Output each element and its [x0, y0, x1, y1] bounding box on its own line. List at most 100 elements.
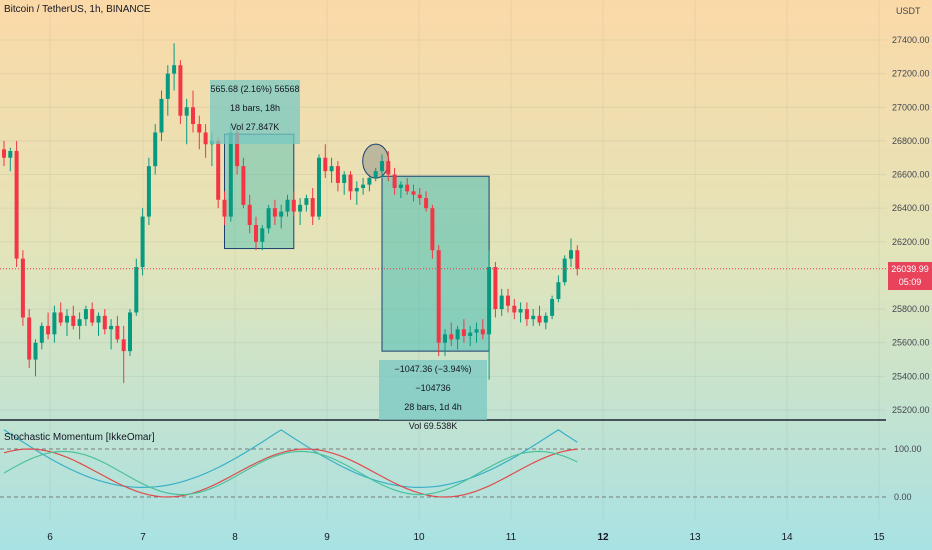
candle-body [329, 166, 334, 172]
time-tick-label: 12 [597, 532, 609, 543]
candle-body [285, 199, 290, 212]
candle-body [58, 312, 63, 323]
candle-body [8, 151, 13, 158]
candle-body [279, 211, 284, 217]
candle-body [228, 132, 233, 217]
candle-body [562, 258, 567, 283]
time-tick-label: 8 [232, 532, 238, 543]
measure-1-line-1: 565.68 (2.16%) 56568 [210, 84, 300, 94]
measure-rectangles [224, 133, 490, 352]
candle-body [424, 198, 429, 209]
candle-body [323, 157, 328, 172]
candle-body [537, 315, 542, 323]
candle-body [461, 329, 466, 336]
candle-body [550, 299, 555, 316]
last-price-countdown: 05:09 [898, 277, 922, 287]
candle-body [235, 132, 240, 167]
candle-body [146, 166, 151, 217]
time-tick-label: 11 [506, 532, 517, 543]
price-tick-label: 26400.00 [892, 203, 930, 213]
candle-body [506, 295, 510, 306]
candle-body [430, 208, 435, 251]
candle-body [291, 199, 296, 212]
candle-body [455, 329, 460, 340]
stoch-momentum-line [3, 450, 578, 496]
indicator-title: Stochastic Momentum [IkkeOmar] [4, 432, 155, 443]
candle-body [247, 204, 252, 225]
candle-body [335, 166, 340, 183]
price-tick-label: 26800.00 [892, 136, 930, 146]
candle-body [392, 174, 397, 188]
last-price-value: 26039.99 [891, 264, 929, 274]
candle-body [39, 325, 44, 343]
candle-body [159, 98, 164, 133]
candle-body [524, 309, 529, 320]
time-tick-label: 14 [781, 532, 793, 543]
candle-body [197, 124, 202, 133]
candle-body [449, 334, 454, 340]
time-tick-label: 10 [413, 532, 425, 543]
candle-body [266, 208, 271, 229]
candle-body [96, 315, 101, 323]
candle-body [83, 309, 88, 320]
price-tick-label: 25600.00 [892, 338, 930, 348]
measure-1-line-2: 18 bars, 18h [229, 103, 281, 113]
candle-body [65, 315, 69, 323]
candle-body [310, 198, 315, 217]
measure-1-line-3: Vol 27.847K [230, 122, 280, 132]
candle-body [134, 267, 139, 313]
candle-body [27, 317, 32, 360]
candle-body [77, 319, 82, 326]
measure-2-line-2: 28 bars, 1d 4h [404, 402, 462, 412]
candle-body [354, 188, 359, 192]
candle-body [191, 107, 195, 125]
candle-body [90, 309, 95, 323]
candle-body [33, 342, 38, 360]
candle-body [386, 161, 391, 175]
candle-body [487, 267, 492, 335]
candle-body [417, 194, 422, 199]
measure-label-1: 565.68 (2.16%) 56568 18 bars, 18h Vol 27… [210, 80, 300, 144]
candles [2, 43, 580, 384]
price-tick-label: 26200.00 [892, 237, 930, 247]
last-price-tag: 26039.99 05:09 [888, 262, 932, 290]
time-tick-label: 15 [873, 532, 885, 543]
candle-body [165, 73, 170, 99]
candle-body [480, 329, 485, 335]
candle-body [71, 315, 76, 326]
measure-2-line-1: −1047.36 (−3.94%) −104736 [394, 364, 472, 393]
price-tick-label: 25400.00 [892, 371, 930, 381]
candle-body [203, 132, 208, 145]
candle-body [531, 315, 536, 320]
measure-rect-1 [224, 133, 295, 250]
candle-body [512, 305, 517, 313]
stoch-signal-line [3, 448, 578, 498]
candle-body [543, 315, 548, 323]
price-tick-label: 27400.00 [892, 35, 930, 45]
candle-body [575, 250, 580, 269]
candle-body [128, 312, 132, 352]
candle-body [216, 140, 221, 200]
candle-body [14, 151, 19, 259]
candle-body [260, 228, 265, 242]
candle-body [436, 250, 441, 343]
time-tick-label: 13 [689, 532, 701, 543]
candle-body [380, 161, 384, 172]
time-tick-label: 7 [140, 532, 146, 543]
time-axis: 6 7 8 9 10 11 12 13 14 15 [47, 532, 885, 543]
measure-label-2: −1047.36 (−3.94%) −104736 28 bars, 1d 4h… [379, 360, 487, 431]
price-axis: 27400.00 27200.00 27000.00 26800.00 26600.00… [892, 35, 930, 415]
candle-body [405, 184, 410, 192]
candle-body [178, 65, 183, 116]
candle-body [493, 267, 498, 310]
candle-body [52, 312, 57, 335]
candle-body [468, 332, 473, 336]
price-tick-label: 27000.00 [892, 102, 930, 112]
candle-body [272, 208, 277, 217]
time-tick-label: 6 [47, 532, 53, 543]
candle-body [373, 171, 378, 178]
candle-body [140, 216, 145, 268]
candle-body [411, 191, 416, 195]
candle-body [222, 199, 227, 217]
